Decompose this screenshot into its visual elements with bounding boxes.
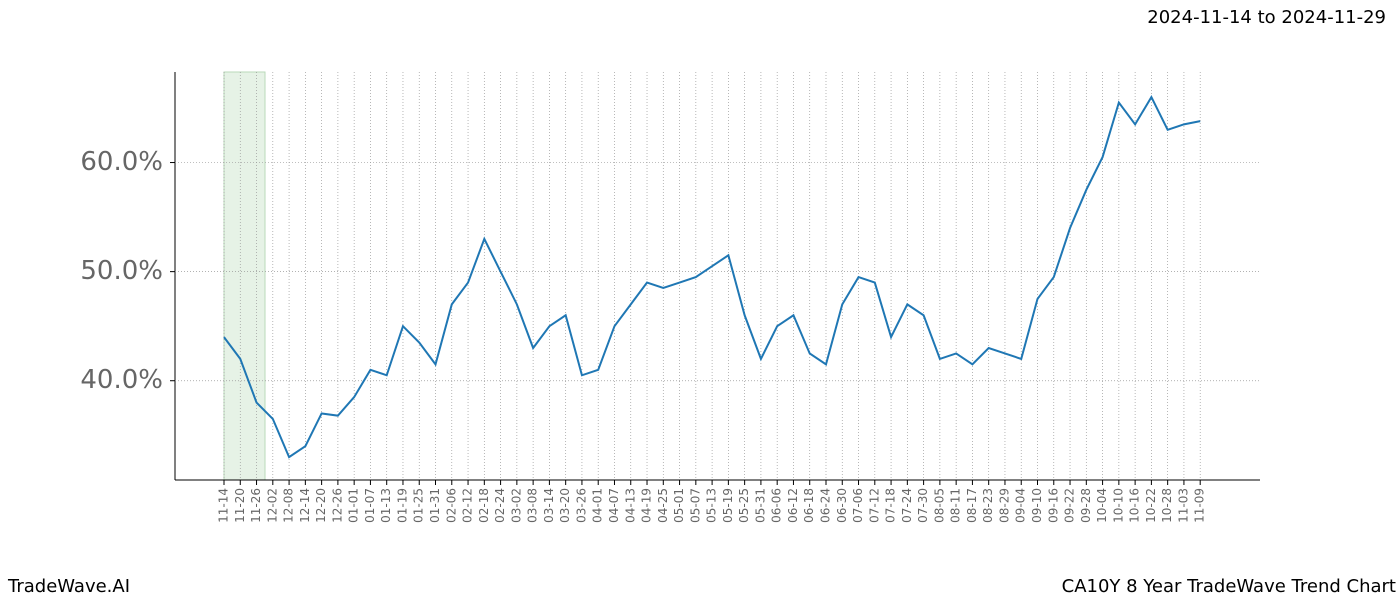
x-tick-label: 06-18 bbox=[802, 488, 816, 523]
x-tick-label: 10-22 bbox=[1144, 488, 1158, 523]
x-tick-label: 12-26 bbox=[330, 488, 344, 523]
x-tick-label: 07-24 bbox=[900, 488, 914, 523]
x-tick-label: 12-02 bbox=[265, 488, 279, 523]
x-tick-label: 09-28 bbox=[1079, 488, 1093, 523]
x-tick-label: 12-08 bbox=[282, 488, 296, 523]
x-tick-label: 01-07 bbox=[363, 488, 377, 523]
y-tick-label: 60.0% bbox=[80, 147, 163, 177]
x-tick-label: 03-26 bbox=[574, 488, 588, 523]
chart-title: CA10Y 8 Year TradeWave Trend Chart bbox=[1062, 576, 1396, 597]
x-tick-label: 07-18 bbox=[884, 488, 898, 523]
line bbox=[223, 95, 1201, 459]
x-tick-label: 09-22 bbox=[1063, 488, 1077, 523]
highlight-band bbox=[223, 71, 266, 481]
x-tick-label: 08-29 bbox=[997, 488, 1011, 523]
x-tick-label: 04-19 bbox=[640, 488, 654, 523]
date-range: 2024-11-14 to 2024-11-29 bbox=[1147, 7, 1386, 28]
x-tick-label: 11-20 bbox=[233, 488, 247, 523]
x-tick-label: 02-06 bbox=[444, 488, 458, 523]
x-tick-label: 10-16 bbox=[1128, 488, 1142, 523]
x-tick-label: 07-30 bbox=[916, 488, 930, 523]
x-tick-label: 06-06 bbox=[770, 488, 784, 523]
x-tick-label: 05-01 bbox=[672, 488, 686, 523]
x-tick-label: 08-11 bbox=[949, 488, 963, 523]
x-tick-label: 11-03 bbox=[1176, 488, 1190, 523]
x-tick-label: 02-24 bbox=[493, 488, 507, 523]
x-tick-label: 06-12 bbox=[786, 488, 800, 523]
x-tick-label: 01-25 bbox=[412, 488, 426, 523]
x-tick-label: 05-31 bbox=[753, 488, 767, 523]
y-tick-label: 50.0% bbox=[80, 256, 163, 286]
x-tick-label: 01-31 bbox=[428, 488, 442, 523]
x-tick-label: 05-07 bbox=[688, 488, 702, 523]
x-tick-label: 10-28 bbox=[1160, 488, 1174, 523]
x-tick-label: 11-26 bbox=[249, 488, 263, 523]
x-tick-label: 01-13 bbox=[379, 488, 393, 523]
x-tick-label: 08-05 bbox=[932, 488, 946, 523]
x-tick-label: 09-10 bbox=[1030, 488, 1044, 523]
x-tick-label: 04-13 bbox=[623, 488, 637, 523]
x-tick-label: 05-13 bbox=[705, 488, 719, 523]
x-tick-label: 03-08 bbox=[526, 488, 540, 523]
x-tick-label: 07-12 bbox=[867, 488, 881, 523]
x-tick-label: 01-19 bbox=[395, 488, 409, 523]
x-tick-label: 03-02 bbox=[509, 488, 523, 523]
x-tick-label: 04-25 bbox=[656, 488, 670, 523]
x-tick-label: 12-20 bbox=[314, 488, 328, 523]
x-tick-label: 05-25 bbox=[737, 488, 751, 523]
y-tick-label: 40.0% bbox=[80, 365, 163, 395]
x-tick-label: 06-30 bbox=[835, 488, 849, 523]
x-tick-label: 03-20 bbox=[558, 488, 572, 523]
x-tick-label: 09-04 bbox=[1014, 488, 1028, 523]
x-tick-label: 08-17 bbox=[965, 488, 979, 523]
x-tick-label: 08-23 bbox=[981, 488, 995, 523]
x-tick-label: 04-01 bbox=[591, 488, 605, 523]
x-tick-label: 06-24 bbox=[818, 488, 832, 523]
x-tick-label: 07-06 bbox=[851, 488, 865, 523]
x-tick-label: 10-10 bbox=[1111, 488, 1125, 523]
x-tick-label: 09-16 bbox=[1046, 488, 1060, 523]
x-tick-label: 03-14 bbox=[542, 488, 556, 523]
x-tick-label: 02-18 bbox=[477, 488, 491, 523]
x-tick-label: 01-01 bbox=[347, 488, 361, 523]
brand: TradeWave.AI bbox=[7, 576, 130, 597]
x-tick-label: 11-09 bbox=[1193, 488, 1207, 523]
x-tick-label: 12-14 bbox=[298, 488, 312, 523]
x-tick-label: 04-07 bbox=[607, 488, 621, 523]
x-tick-label: 02-12 bbox=[461, 488, 475, 523]
x-tick-label: 05-19 bbox=[721, 488, 735, 523]
x-tick-label: 11-14 bbox=[217, 488, 231, 523]
x-tick-label: 10-04 bbox=[1095, 488, 1109, 523]
